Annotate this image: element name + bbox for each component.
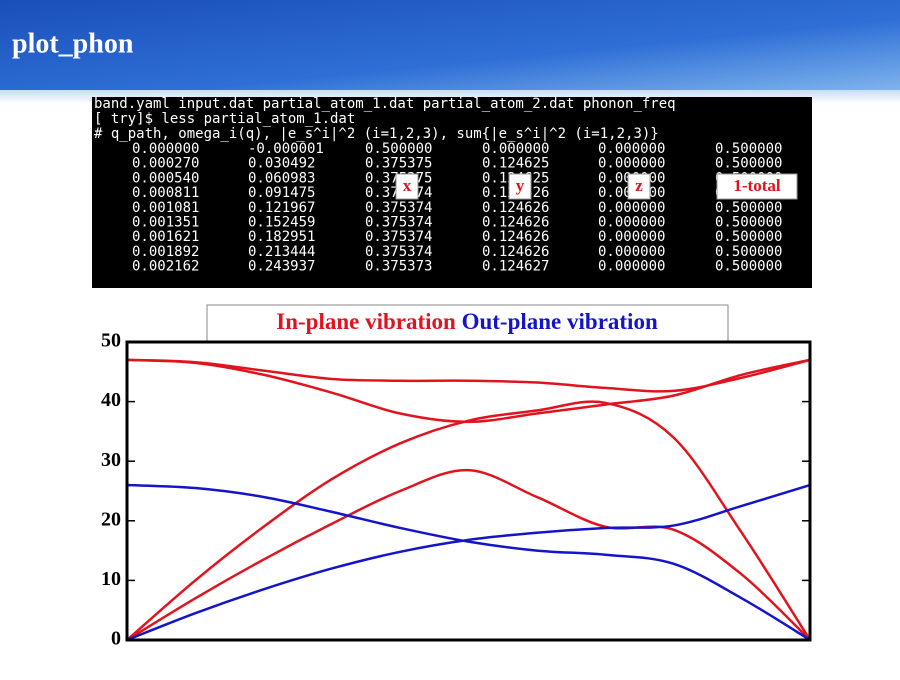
y-tick-label: 0 [111, 628, 121, 650]
y-tick-label: 50 [101, 330, 121, 352]
terminal-cell: 0.500000 [715, 141, 782, 157]
legend: In-plane vibration Out-plane vibration [276, 309, 658, 334]
terminal-cell: 0.000270 [132, 156, 199, 172]
terminal-cell: 0.000000 [598, 141, 665, 157]
branch-line [126, 483, 811, 642]
terminal-cell: 0.124625 [482, 156, 549, 172]
terminal-cell: 0.000540 [132, 170, 199, 186]
terminal-cell: 0.124626 [482, 244, 549, 260]
label-box [627, 173, 651, 200]
terminal-cell: 0.091475 [248, 185, 315, 201]
terminal-cell: 0.000000 [598, 200, 665, 216]
legend-entry: In-plane vibration [276, 309, 456, 334]
column-label: y [516, 176, 525, 195]
terminal-cell: 0.001892 [132, 244, 199, 260]
terminal-cell: 0.000000 [598, 229, 665, 245]
y-tick-label: 30 [101, 449, 121, 471]
header-bar [0, 0, 900, 90]
terminal-cell: 0.500000 [715, 200, 782, 216]
column-label: x [403, 176, 412, 195]
terminal-cell: 0.375375 [365, 156, 432, 172]
legend-box [206, 304, 729, 342]
terminal-cell: 0.124626 [482, 215, 549, 231]
label-box [508, 173, 532, 200]
terminal-cell: 0.500000 [715, 259, 782, 275]
terminal-cell: 0.500000 [715, 244, 782, 260]
label-box [716, 173, 798, 200]
y-tick-label: 40 [101, 389, 121, 411]
terminal-line: [ try]$ less partial_atom_1.dat [94, 111, 355, 127]
terminal [92, 97, 812, 288]
terminal-cell: 0.124626 [482, 200, 549, 216]
terminal-cell: 0.000000 [132, 141, 199, 157]
terminal-cell: 0.375374 [365, 200, 432, 216]
terminal-cell: 0.060983 [248, 170, 315, 186]
legend-entry: Out-plane vibration [462, 309, 658, 334]
terminal-cell: 0.124627 [482, 259, 549, 275]
terminal-cell: 0.375374 [365, 215, 432, 231]
branch-line [126, 400, 812, 641]
terminal-cell: 0.243937 [248, 259, 315, 275]
terminal-cell: 0.213444 [248, 244, 315, 260]
branch-line [126, 468, 811, 642]
terminal-cell: 0.121967 [248, 200, 315, 216]
branch-line [126, 483, 811, 642]
terminal-cell: 0.000000 [598, 156, 665, 172]
terminal-cell: 0.000000 [598, 259, 665, 275]
terminal-text: band.yaml input.dat partial_atom_1.dat p… [94, 96, 798, 275]
chart: In-plane vibration Out-plane vibration 0 1… [101, 309, 812, 650]
terminal-cell: 0.001621 [132, 229, 199, 245]
terminal-cell: 0.001081 [132, 200, 199, 216]
terminal-cell: 0.000811 [132, 185, 199, 201]
terminal-cell: 0.182951 [248, 229, 315, 245]
terminal-cell: 0.000000 [598, 215, 665, 231]
terminal-cell: 0.124626 [482, 229, 549, 245]
terminal-cell: 0.500000 [715, 215, 782, 231]
terminal-cell: 0.500000 [365, 141, 432, 157]
terminal-line: # q_path, omega_i(q), |e_s^i|^2 (i=1,2,3… [94, 126, 659, 142]
terminal-cell: 0.375374 [365, 244, 432, 260]
branch-line [126, 358, 811, 393]
terminal-cell: 0.030492 [248, 156, 315, 172]
plot-frame [125, 340, 812, 642]
slide-title: plot_phon [12, 28, 134, 59]
label-box [395, 173, 419, 200]
column-label: z [635, 176, 643, 195]
terminal-cell: 0.000000 [482, 141, 549, 157]
terminal-line: band.yaml input.dat partial_atom_1.dat p… [94, 96, 676, 112]
terminal-cell: 0.002162 [132, 259, 199, 275]
y-tick-label: 20 [101, 508, 121, 530]
y-tick-label: 10 [101, 568, 121, 590]
terminal-cell: 0.152459 [248, 215, 315, 231]
terminal-cell: 0.375373 [365, 259, 432, 275]
terminal-cell: 0.500000 [715, 156, 782, 172]
terminal-cell: 0.500000 [715, 229, 782, 245]
column-label: 1-total [733, 176, 780, 195]
terminal-cell: 0.375374 [365, 229, 432, 245]
terminal-cell: 0.000000 [598, 244, 665, 260]
branch-line [126, 358, 811, 424]
terminal-cell: -0.000001 [248, 141, 324, 157]
terminal-cell: 0.001351 [132, 215, 199, 231]
